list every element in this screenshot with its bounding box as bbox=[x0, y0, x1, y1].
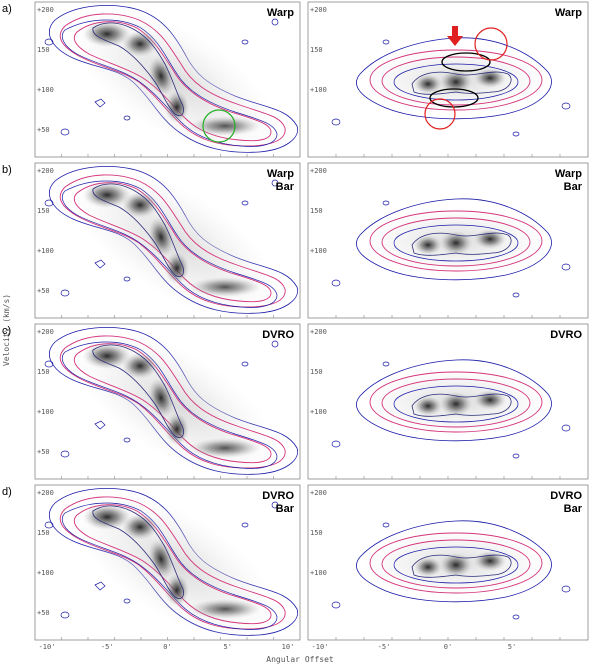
y-tick-label: +200 bbox=[310, 328, 327, 336]
y-tick-label: 150 bbox=[310, 207, 323, 215]
panel-model-tag: DVRO bbox=[262, 329, 294, 341]
panel-model-tag: DVRO bbox=[550, 490, 582, 502]
y-tick-label: +100 bbox=[37, 569, 54, 577]
panel-model-tag: Warp bbox=[555, 168, 582, 180]
y-tick-label: 150 bbox=[37, 207, 50, 215]
y-tick-label: +200 bbox=[310, 489, 327, 497]
row-label: d) bbox=[2, 486, 12, 498]
y-tick-label: +100 bbox=[37, 408, 54, 416]
y-tick-label: +200 bbox=[37, 489, 54, 497]
right-panel: DVRO +200 150 +100 bbox=[307, 323, 589, 480]
panel-model-tag: DVRO bbox=[550, 329, 582, 341]
y-tick-label: 150 bbox=[37, 368, 50, 376]
y-tick-label: +100 bbox=[310, 86, 327, 94]
black-ellipse-upper bbox=[441, 52, 491, 72]
x-tick-label: -10' bbox=[312, 643, 329, 651]
x-tick-label: 5' bbox=[508, 643, 516, 651]
black-ellipse-lower bbox=[429, 88, 479, 108]
panel-model-tag: Warp bbox=[267, 168, 294, 180]
figure-row-4: d) DVROBar+200150+100+50DVROBar+200150+10… bbox=[2, 457, 589, 665]
panel-grid: a) Warp +200 150 +100 +50 Warp +200 150 +100 b) War… bbox=[2, 0, 589, 665]
red-circle-upper bbox=[474, 27, 508, 61]
y-tick-label: 150 bbox=[310, 46, 323, 54]
y-tick-label: +100 bbox=[310, 247, 327, 255]
y-tick-label: +50 bbox=[37, 287, 50, 295]
y-tick-label: 150 bbox=[37, 46, 50, 54]
y-tick-label: +100 bbox=[37, 247, 54, 255]
y-axis-label: Velocity (km/s) bbox=[2, 294, 11, 366]
red-arrow-icon bbox=[447, 26, 463, 46]
figure-row-2: b) WarpBar+200150+100+50WarpBar+200150+10… bbox=[2, 135, 589, 351]
left-panel: DVRO +200 150 +100 +50 bbox=[34, 296, 304, 512]
x-tick-label: -5' bbox=[101, 643, 114, 651]
red-circle-lower bbox=[424, 98, 456, 130]
x-tick-labels: -10' -5' 0' 5' 10' -10' -5' 0' 5' bbox=[39, 643, 517, 651]
y-tick-label: +200 bbox=[37, 167, 54, 175]
y-tick-label: +200 bbox=[310, 6, 327, 14]
x-tick-label: -5' bbox=[378, 643, 391, 651]
y-tick-label: +50 bbox=[37, 448, 50, 456]
row-label: b) bbox=[2, 164, 12, 176]
x-tick-label: 5' bbox=[224, 643, 232, 651]
row-label: c) bbox=[2, 325, 11, 337]
x-tick-label: 10' bbox=[282, 643, 295, 651]
x-tick-label: 0' bbox=[163, 643, 171, 651]
panel-model-tag: Warp bbox=[555, 7, 582, 19]
y-tick-label: +200 bbox=[310, 167, 327, 175]
green-circle-marker bbox=[202, 109, 236, 143]
x-tick-label: 0' bbox=[444, 643, 452, 651]
panel-model-tag: Warp bbox=[267, 7, 294, 19]
figure-row-3: c) DVRO +200 150 +100 +50 DVRO +200 150 +100 bbox=[2, 296, 589, 512]
x-tick-label: -10' bbox=[39, 643, 56, 651]
panel-model-tag: Bar bbox=[276, 503, 295, 515]
annotations bbox=[202, 26, 508, 143]
panel-model-tag: Bar bbox=[276, 181, 295, 193]
figure-row-1: a) Warp +200 150 +100 +50 Warp +200 150 +100 bbox=[2, 0, 589, 190]
panel-model-tag: Bar bbox=[564, 503, 583, 515]
panel-model-tag: Bar bbox=[564, 181, 583, 193]
y-tick-label: +50 bbox=[37, 609, 50, 617]
panel-model-tag: DVRO bbox=[262, 490, 294, 502]
row-label: a) bbox=[2, 3, 12, 15]
y-tick-label: +200 bbox=[37, 6, 54, 14]
y-tick-label: +100 bbox=[310, 569, 327, 577]
y-tick-label: 150 bbox=[310, 529, 323, 537]
y-tick-label: 150 bbox=[37, 529, 50, 537]
left-panel: Warp +200 150 +100 +50 bbox=[34, 0, 304, 190]
y-tick-label: +100 bbox=[310, 408, 327, 416]
y-tick-label: +100 bbox=[37, 86, 54, 94]
x-axis-label: Angular Offset bbox=[266, 655, 334, 664]
y-tick-label: +200 bbox=[37, 328, 54, 336]
y-tick-label: 150 bbox=[310, 368, 323, 376]
y-tick-label: +50 bbox=[37, 126, 50, 134]
right-panel: Warp +200 150 +100 bbox=[307, 1, 589, 158]
